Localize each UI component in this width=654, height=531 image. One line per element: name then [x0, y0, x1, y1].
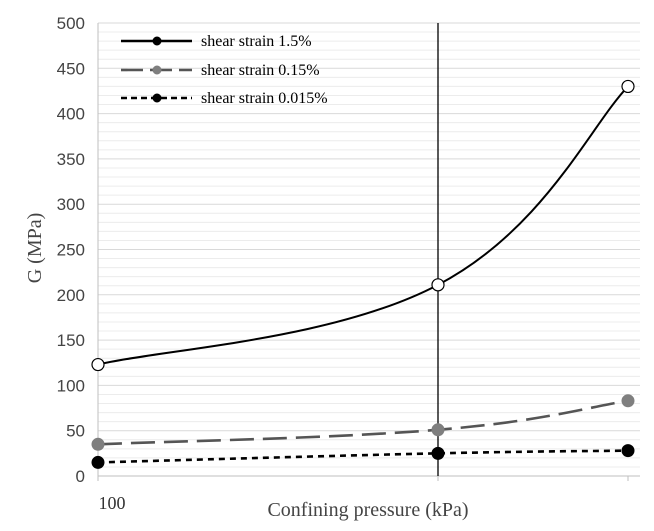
y-tick-label: 450: [57, 59, 85, 78]
tick-layer: 0 50 100 150 200 250 300 350 400 450 500 100: [57, 14, 126, 513]
y-tick-label: 150: [57, 331, 85, 350]
grid-layer: [98, 22, 640, 477]
legend-label-2: shear strain 0.15%: [201, 62, 320, 79]
data-point-series-1: [91, 357, 105, 372]
legend-label-3: shear strain 0.015%: [201, 90, 328, 107]
y-tick-label: 0: [76, 467, 85, 486]
x-tick-label: 100: [99, 493, 126, 513]
data-point-series-2: [91, 437, 105, 451]
y-tick-label: 200: [57, 286, 85, 305]
y-tick-label: 250: [57, 241, 85, 260]
y-tick-label: 100: [57, 376, 85, 395]
series-line-2: [97, 399, 629, 446]
y-tick-label: 300: [57, 195, 85, 214]
data-point-series-3: [621, 444, 635, 458]
y-axis-title: G (MPa): [24, 213, 46, 284]
data-point-series-1: [431, 278, 445, 292]
series-line-3: [97, 449, 629, 464]
legend-layer: shear strain 1.5% shear strain 0.15% shear…: [121, 33, 328, 107]
x-axis-title: Confining pressure (kPa): [267, 499, 468, 521]
legend-marker-1: [152, 36, 162, 46]
data-point-series-2: [431, 423, 445, 437]
legend-marker-3: [152, 93, 162, 103]
y-tick-label: 500: [57, 14, 85, 33]
marker-layer: [91, 79, 635, 469]
y-tick-label: 50: [66, 422, 85, 441]
y-tick-label: 350: [57, 150, 85, 169]
y-tick-label: 400: [57, 105, 85, 124]
axis-layer: [97, 23, 640, 481]
data-point-series-3: [91, 455, 105, 469]
legend-marker-2: [152, 65, 162, 75]
data-point-series-1: [621, 79, 635, 94]
data-point-series-2: [621, 394, 635, 408]
legend-label-1: shear strain 1.5%: [201, 33, 312, 50]
data-point-series-3: [431, 446, 445, 460]
